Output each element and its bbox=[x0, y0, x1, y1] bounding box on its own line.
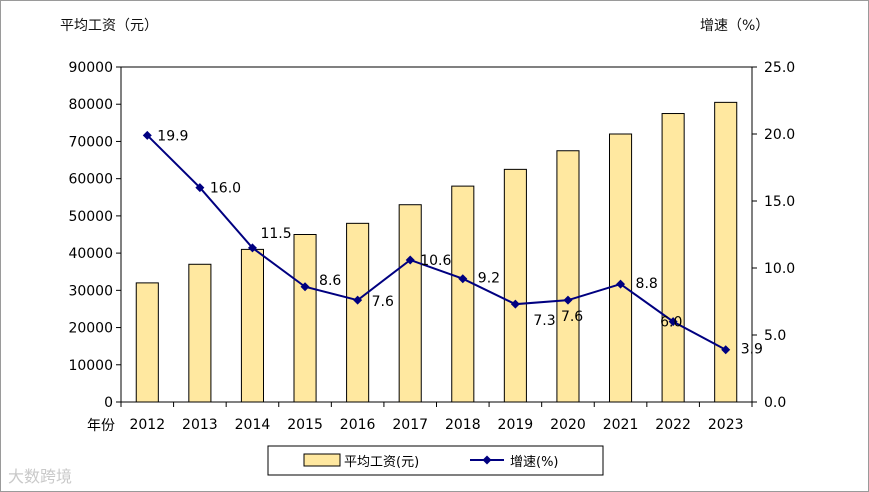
growth-point bbox=[300, 282, 310, 292]
growth-line bbox=[146, 134, 727, 351]
right-axis-tick-label: 20.0 bbox=[764, 127, 795, 143]
growth-point bbox=[616, 279, 626, 289]
plot-area-border bbox=[120, 66, 753, 403]
bar bbox=[346, 222, 370, 403]
growth-data-label: 8.8 bbox=[636, 276, 658, 292]
bar bbox=[608, 133, 633, 403]
growth-point bbox=[721, 345, 731, 355]
growth-point bbox=[668, 317, 678, 327]
right-axis-tick-label: 5.0 bbox=[764, 328, 786, 344]
x-axis-tick-label: 2020 bbox=[550, 417, 586, 433]
bar bbox=[398, 204, 422, 403]
growth-point bbox=[142, 130, 152, 140]
left-axis-title: 平均工资（元） bbox=[60, 18, 158, 34]
x-axis-tick-label: 2023 bbox=[708, 417, 744, 433]
watermark: 大数跨境 bbox=[8, 467, 73, 486]
bar bbox=[714, 101, 738, 403]
x-axis-tick-label: 2017 bbox=[392, 417, 428, 433]
left-axis-tick-label: 10000 bbox=[68, 358, 113, 374]
growth-point bbox=[195, 183, 205, 193]
growth-point bbox=[458, 274, 468, 284]
x-axis-tick-label: 2021 bbox=[603, 417, 639, 433]
x-axis-tick-label: 2019 bbox=[498, 417, 534, 433]
x-axis-tick-label: 2014 bbox=[235, 417, 271, 433]
growth-data-label: 7.3 bbox=[533, 313, 555, 329]
left-axis-tick-label: 60000 bbox=[68, 172, 113, 188]
x-axis-tick-label: 2018 bbox=[445, 417, 481, 433]
growth-data-label: 3.9 bbox=[741, 342, 763, 358]
left-axis-tick-label: 30000 bbox=[68, 283, 113, 299]
growth-point bbox=[510, 299, 520, 309]
x-axis-tick-label: 2022 bbox=[655, 417, 691, 433]
growth-point bbox=[247, 243, 257, 253]
bar bbox=[240, 248, 265, 403]
bar bbox=[556, 150, 580, 403]
growth-data-label: 11.5 bbox=[260, 226, 291, 242]
growth-data-label: 7.6 bbox=[561, 309, 583, 325]
growth-data-label: 10.6 bbox=[420, 253, 451, 269]
legend-swatch-bar bbox=[303, 453, 341, 467]
x-axis-tick-label: 2016 bbox=[340, 417, 376, 433]
left-axis-tick-label: 70000 bbox=[68, 134, 113, 150]
bar bbox=[188, 263, 212, 403]
left-axis-tick-label: 20000 bbox=[68, 321, 113, 337]
left-axis-tick-label: 90000 bbox=[68, 60, 113, 76]
growth-data-label: 16.0 bbox=[210, 181, 241, 197]
growth-point bbox=[563, 295, 573, 305]
bar bbox=[503, 168, 527, 403]
x-axis-title: 年份 bbox=[87, 418, 115, 434]
left-axis-tick-label: 80000 bbox=[68, 97, 113, 113]
bar bbox=[293, 234, 317, 403]
bar bbox=[661, 113, 685, 403]
bar bbox=[451, 185, 475, 403]
x-axis-tick-label: 2015 bbox=[287, 417, 323, 433]
growth-data-label: 7.6 bbox=[372, 294, 394, 310]
right-axis-tick-label: 15.0 bbox=[764, 194, 795, 210]
right-axis-tick-label: 0.0 bbox=[764, 395, 786, 411]
x-axis-tick-label: 2012 bbox=[129, 417, 165, 433]
left-axis-tick-label: 0 bbox=[104, 395, 113, 411]
growth-data-label: 8.6 bbox=[319, 273, 341, 289]
left-axis-tick-label: 50000 bbox=[68, 209, 113, 225]
bar bbox=[135, 282, 159, 403]
growth-data-label: 9.2 bbox=[478, 271, 500, 287]
x-axis-tick-label: 2013 bbox=[182, 417, 218, 433]
legend-label-line: 增速(%) bbox=[510, 455, 559, 470]
legend-swatch-marker bbox=[482, 455, 492, 465]
growth-data-label: 6.0 bbox=[660, 315, 682, 331]
left-axis-tick-label: 40000 bbox=[68, 246, 113, 262]
growth-point bbox=[405, 255, 415, 265]
right-axis-tick-label: 25.0 bbox=[764, 60, 795, 76]
legend-label-bar: 平均工资(元) bbox=[344, 455, 419, 470]
right-axis-title: 增速（%） bbox=[700, 18, 770, 34]
growth-data-label: 19.9 bbox=[157, 128, 188, 144]
growth-point bbox=[353, 295, 363, 305]
right-axis-tick-label: 10.0 bbox=[764, 261, 795, 277]
